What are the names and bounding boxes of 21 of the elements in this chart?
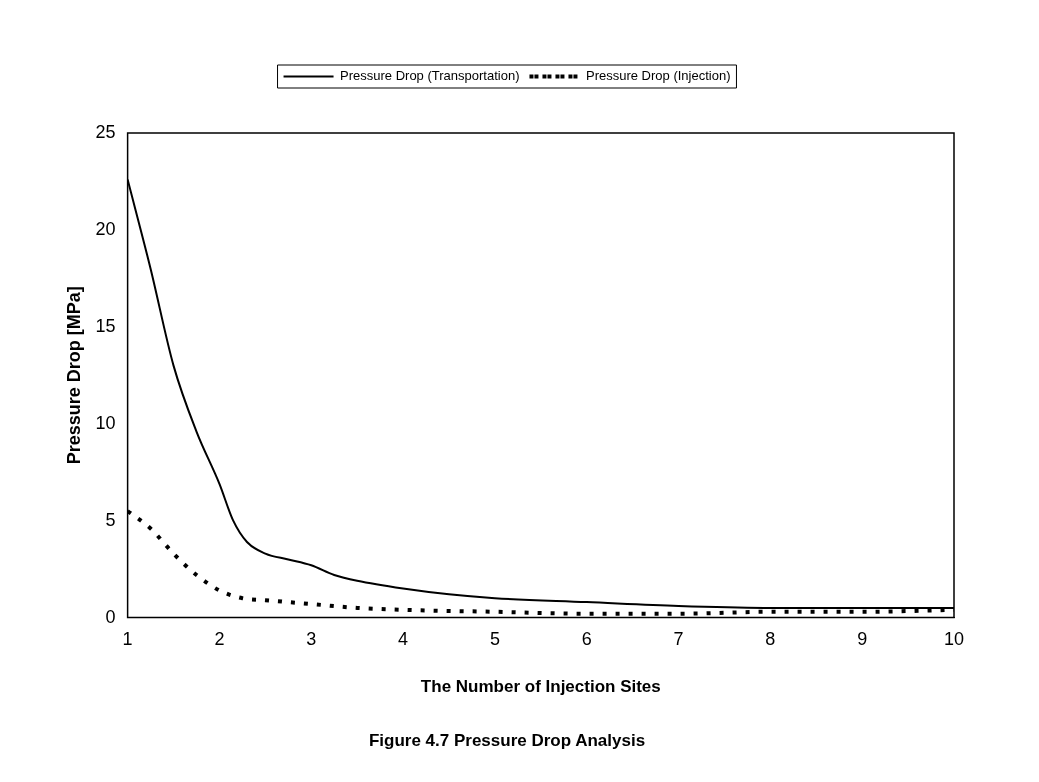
x-tick-label: 4 [398,629,409,650]
y-tick-label: 15 [95,315,116,336]
y-tick-label: 20 [95,218,116,239]
y-tick-label: 5 [105,509,116,530]
x-tick-label: 8 [765,629,776,650]
legend-label: Pressure Drop (Transportation) [340,68,520,84]
y-tick-label: 0 [105,606,116,627]
legend-label: Pressure Drop (Injection) [585,68,731,84]
x-tick-label: 9 [857,629,868,650]
x-tick-label: 7 [673,629,684,650]
x-tick-label: 6 [581,629,592,650]
x-axis-title: The Number of Injection Sites [420,677,661,697]
y-tick-label: 25 [95,121,116,142]
text: Figure 4.7 Pressure Drop Analysis [368,731,646,751]
y-tick-label: 10 [95,412,116,433]
x-tick-label: 2 [214,629,225,650]
x-tick-label: 5 [489,629,500,650]
y-axis-title: Pressure Drop [MPa] [63,286,84,465]
x-tick-label: 1 [122,629,133,650]
x-tick-label: 3 [306,629,317,650]
x-tick-label: 10 [943,629,965,650]
